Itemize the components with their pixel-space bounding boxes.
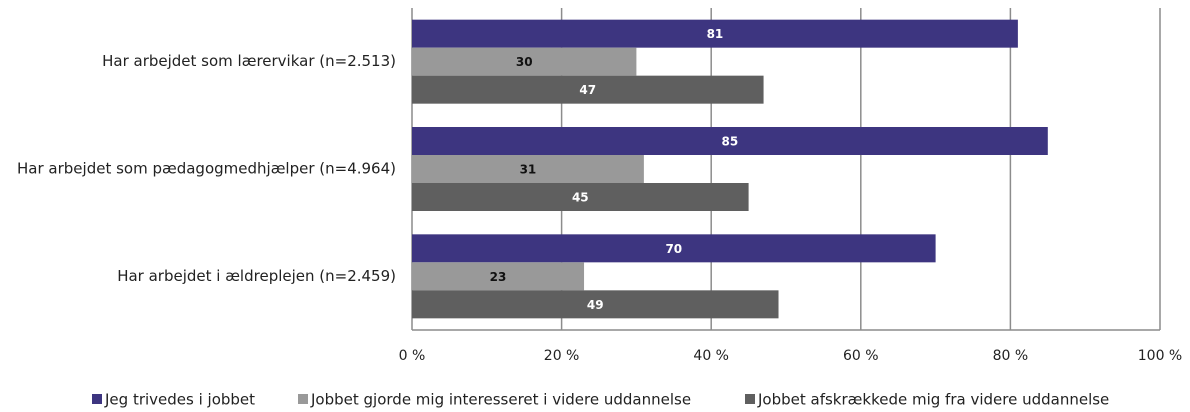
bar bbox=[412, 47, 637, 76]
data-label: 47 bbox=[579, 83, 596, 97]
data-label: 81 bbox=[707, 27, 724, 41]
legend-swatch bbox=[298, 394, 308, 404]
y-tick-label: Har arbejdet i ældreplejen (n=2.459) bbox=[117, 267, 396, 285]
bar bbox=[412, 19, 1018, 48]
data-label: 85 bbox=[722, 135, 739, 149]
data-label: 31 bbox=[520, 163, 537, 177]
bar bbox=[412, 183, 749, 211]
data-label: 70 bbox=[665, 242, 682, 256]
x-tick-label: 80 % bbox=[993, 348, 1029, 364]
legend-label: Jobbet gjorde mig interesseret i videre … bbox=[310, 391, 691, 409]
y-tick-label: Har arbejdet som pædagogmedhjælper (n=4.… bbox=[17, 160, 396, 178]
legend-swatch bbox=[92, 394, 102, 404]
data-label: 45 bbox=[572, 191, 589, 205]
legend-label: Jeg trivedes i jobbet bbox=[104, 391, 255, 409]
x-tick-label: 0 % bbox=[399, 348, 426, 364]
data-label: 49 bbox=[587, 298, 604, 312]
x-tick-label: 20 % bbox=[544, 348, 580, 364]
bar bbox=[412, 234, 936, 263]
data-label: 30 bbox=[516, 55, 533, 69]
x-tick-label: 40 % bbox=[693, 348, 729, 364]
x-tick-label: 60 % bbox=[843, 348, 879, 364]
bar bbox=[412, 75, 764, 104]
y-tick-label: Har arbejdet som lærervikar (n=2.513) bbox=[102, 52, 396, 70]
data-label: 23 bbox=[490, 270, 507, 284]
legend-swatch bbox=[745, 394, 755, 404]
legend-label: Jobbet afskrækkede mig fra videre uddann… bbox=[757, 391, 1109, 409]
bar bbox=[412, 262, 585, 291]
bar bbox=[412, 127, 1048, 155]
bar bbox=[412, 155, 644, 183]
bar bbox=[412, 290, 779, 319]
x-tick-label: 100 % bbox=[1138, 348, 1182, 364]
